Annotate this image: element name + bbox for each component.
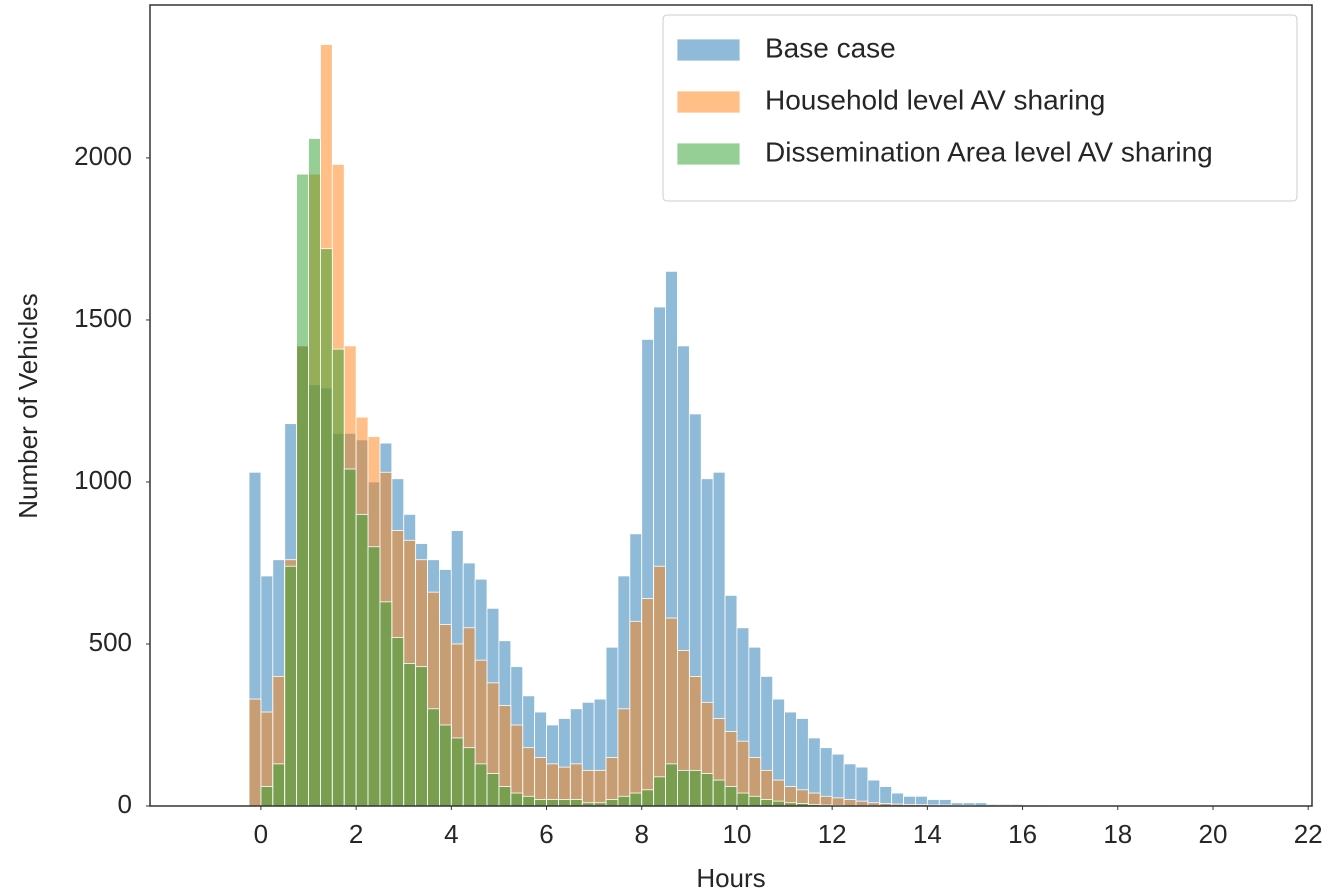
bar <box>617 708 631 807</box>
bar <box>641 789 655 807</box>
bar <box>593 769 607 807</box>
x-tick-label: 4 <box>444 819 458 849</box>
x-tick-label: 6 <box>539 819 553 849</box>
x-tick-label: 18 <box>1103 819 1132 849</box>
bar <box>284 565 298 807</box>
x-tick-label: 16 <box>1008 819 1037 849</box>
bar <box>391 637 405 807</box>
bar <box>272 763 286 807</box>
bar <box>605 799 619 807</box>
x-tick-label: 2 <box>349 819 363 849</box>
bar <box>439 724 452 807</box>
bar <box>260 786 274 807</box>
legend: Base case Household level AV sharing Disse… <box>662 14 1298 202</box>
bar <box>498 786 512 807</box>
bar <box>569 799 583 807</box>
bar <box>831 797 845 807</box>
y-tick-label: 2000 <box>74 141 132 171</box>
plot-frame <box>149 4 1313 807</box>
bar <box>248 698 262 807</box>
x-tick-label: 12 <box>818 819 847 849</box>
series <box>260 138 881 807</box>
bar <box>581 769 595 807</box>
legend-swatch <box>676 90 741 114</box>
bar <box>403 663 417 807</box>
bar <box>677 769 690 807</box>
x-tick-label: 10 <box>722 819 751 849</box>
bar <box>748 795 762 807</box>
x-tick-label: 0 <box>254 819 268 849</box>
bar <box>736 792 750 807</box>
bar <box>760 799 774 807</box>
bar <box>867 779 881 807</box>
bar <box>379 601 393 807</box>
bar <box>712 779 726 807</box>
x-tick-label: 8 <box>635 819 649 849</box>
bar <box>819 795 833 807</box>
bar <box>343 468 357 807</box>
bar <box>724 786 738 807</box>
bar <box>546 799 559 807</box>
bar <box>427 708 440 807</box>
y-tick-label: 500 <box>89 627 132 657</box>
bar <box>450 737 464 807</box>
bar <box>653 565 666 807</box>
bar <box>296 173 309 807</box>
y-axis-label: Number of Vehicles <box>13 293 43 518</box>
bar <box>688 769 702 807</box>
bar <box>617 795 631 807</box>
y-tick-label: 0 <box>118 789 132 819</box>
bar <box>486 773 500 807</box>
bar <box>605 756 619 807</box>
bar <box>629 792 643 807</box>
y-tick-label: 1000 <box>74 465 132 495</box>
bar <box>558 799 571 807</box>
bar <box>641 598 655 807</box>
bar <box>700 773 714 807</box>
bar <box>308 138 321 807</box>
y-tick-label: 1500 <box>74 303 132 333</box>
x-axis-label: Hours <box>696 863 765 893</box>
bar <box>462 747 476 807</box>
legend-label: Base case <box>765 32 896 63</box>
bar <box>415 666 428 807</box>
bar <box>843 799 857 807</box>
bar <box>331 348 345 807</box>
x-tick-label: 20 <box>1199 819 1228 849</box>
bar <box>665 763 678 807</box>
bar <box>522 795 536 807</box>
bar <box>510 792 524 807</box>
bar <box>534 799 547 807</box>
legend-box <box>662 14 1298 202</box>
bar <box>355 513 369 807</box>
bar <box>855 766 869 807</box>
legend-label: Dissemination Area level AV sharing <box>765 136 1213 167</box>
legend-swatch <box>676 38 741 62</box>
bar <box>474 763 488 807</box>
bar <box>653 776 666 807</box>
legend-label: Household level AV sharing <box>765 84 1105 115</box>
bar <box>534 756 547 807</box>
bar <box>629 620 643 807</box>
legend-swatch <box>676 142 741 166</box>
bar <box>320 248 333 807</box>
x-tick-label: 14 <box>913 819 942 849</box>
x-tick-label: 22 <box>1294 819 1323 849</box>
bar <box>367 546 381 807</box>
